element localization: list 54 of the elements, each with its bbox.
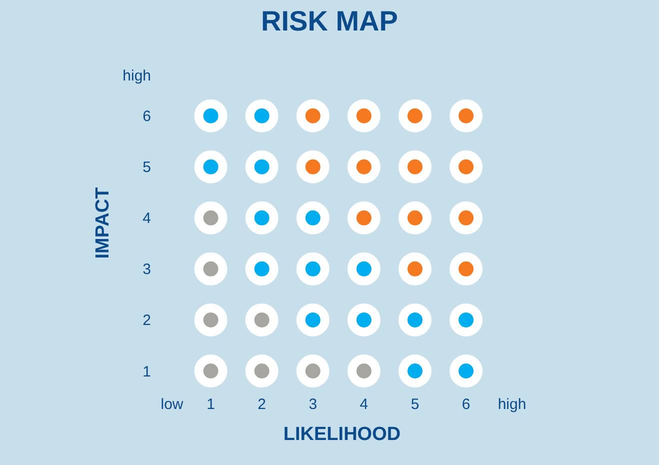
x-tick-label: 1: [206, 396, 215, 413]
point: [194, 303, 228, 336]
y-tick-label: 2: [142, 312, 151, 330]
point: [245, 354, 278, 388]
point: [347, 150, 380, 184]
point: [245, 150, 278, 184]
point: [245, 252, 278, 286]
y-tick-label: 4: [142, 210, 151, 228]
point: [347, 303, 380, 336]
point: [450, 150, 483, 184]
point: [347, 354, 380, 388]
x-tick-label: 3: [308, 396, 318, 413]
point: [194, 354, 228, 388]
x-axis-title: LIKELIHOOD: [283, 424, 401, 445]
point: [398, 150, 432, 184]
point: [347, 99, 380, 132]
point: [245, 201, 278, 234]
point: [296, 303, 330, 336]
point: [347, 252, 380, 286]
x-tick-label: high: [498, 396, 526, 413]
x-tick-label: 4: [360, 396, 368, 413]
point: [450, 99, 483, 132]
y-axis-title: IMPACT: [92, 186, 114, 259]
point: [194, 150, 228, 184]
point: [398, 99, 432, 132]
y-tick-label: 6: [142, 108, 151, 126]
x-tick-label: low: [160, 396, 184, 413]
chart-title: RISK MAP: [261, 6, 398, 37]
y-tick-label: high: [122, 67, 151, 84]
point: [398, 201, 432, 234]
y-tick-label: 3: [142, 261, 151, 278]
point: [398, 354, 432, 388]
point: [398, 303, 432, 336]
point: [194, 201, 228, 234]
point: [296, 354, 330, 388]
point: [296, 150, 330, 184]
y-tick-label: 5: [142, 159, 151, 176]
point: [296, 201, 330, 234]
point: [450, 201, 483, 234]
point: [347, 201, 380, 234]
point: [245, 99, 278, 132]
point: [450, 303, 483, 336]
x-tick-label: 6: [462, 396, 470, 413]
point: [245, 303, 278, 336]
point: [398, 252, 432, 286]
point: [296, 99, 330, 132]
point: [194, 252, 228, 286]
point: [450, 252, 483, 286]
point: [194, 99, 228, 132]
point: [296, 252, 330, 286]
x-tick-label: 2: [258, 396, 266, 413]
y-tick-label: 1: [142, 363, 151, 380]
point: [450, 354, 483, 388]
x-tick-label: 5: [410, 396, 420, 413]
